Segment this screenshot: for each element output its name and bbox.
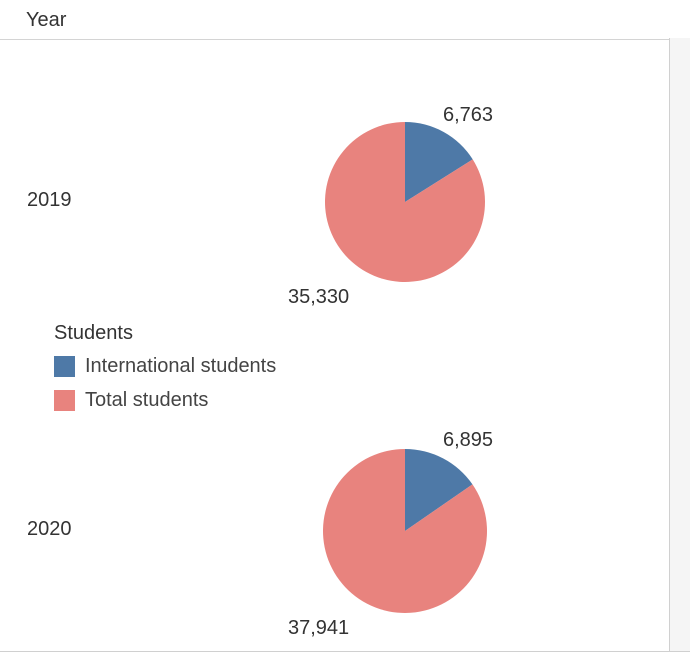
legend-swatch-total <box>54 389 75 411</box>
legend-item-total[interactable]: Total students <box>54 383 276 417</box>
legend: Students International students Total st… <box>54 322 276 417</box>
pie-2019-slice-international[interactable] <box>405 122 473 202</box>
row-label-2019: 2019 <box>27 189 72 211</box>
legend-label-total: Total students <box>85 388 209 411</box>
column-header: Year <box>0 0 690 40</box>
bottom-border <box>0 651 690 669</box>
pie-2020-slice-international[interactable] <box>405 449 473 531</box>
pie-2019-label-total: 35,330 <box>288 286 349 308</box>
pie-2020-label-international: 6,895 <box>443 429 493 451</box>
header-title: Year <box>26 9 67 31</box>
legend-item-international[interactable]: International students <box>54 349 276 383</box>
pie-2019-slice-total[interactable] <box>324 122 485 283</box>
legend-title: Students <box>54 322 133 344</box>
pie-2020-slice-total[interactable] <box>323 449 488 613</box>
pie-2019-label-international: 6,763 <box>443 104 493 126</box>
pie-charts: 6,763 35,330 6,895 37,941 <box>288 104 493 639</box>
legend-swatch-international <box>54 355 75 377</box>
legend-label-international: International students <box>85 354 277 377</box>
scrollbar-panel[interactable] <box>669 38 690 652</box>
row-label-2020: 2020 <box>27 518 72 540</box>
pie-2020-label-total: 37,941 <box>288 617 349 639</box>
